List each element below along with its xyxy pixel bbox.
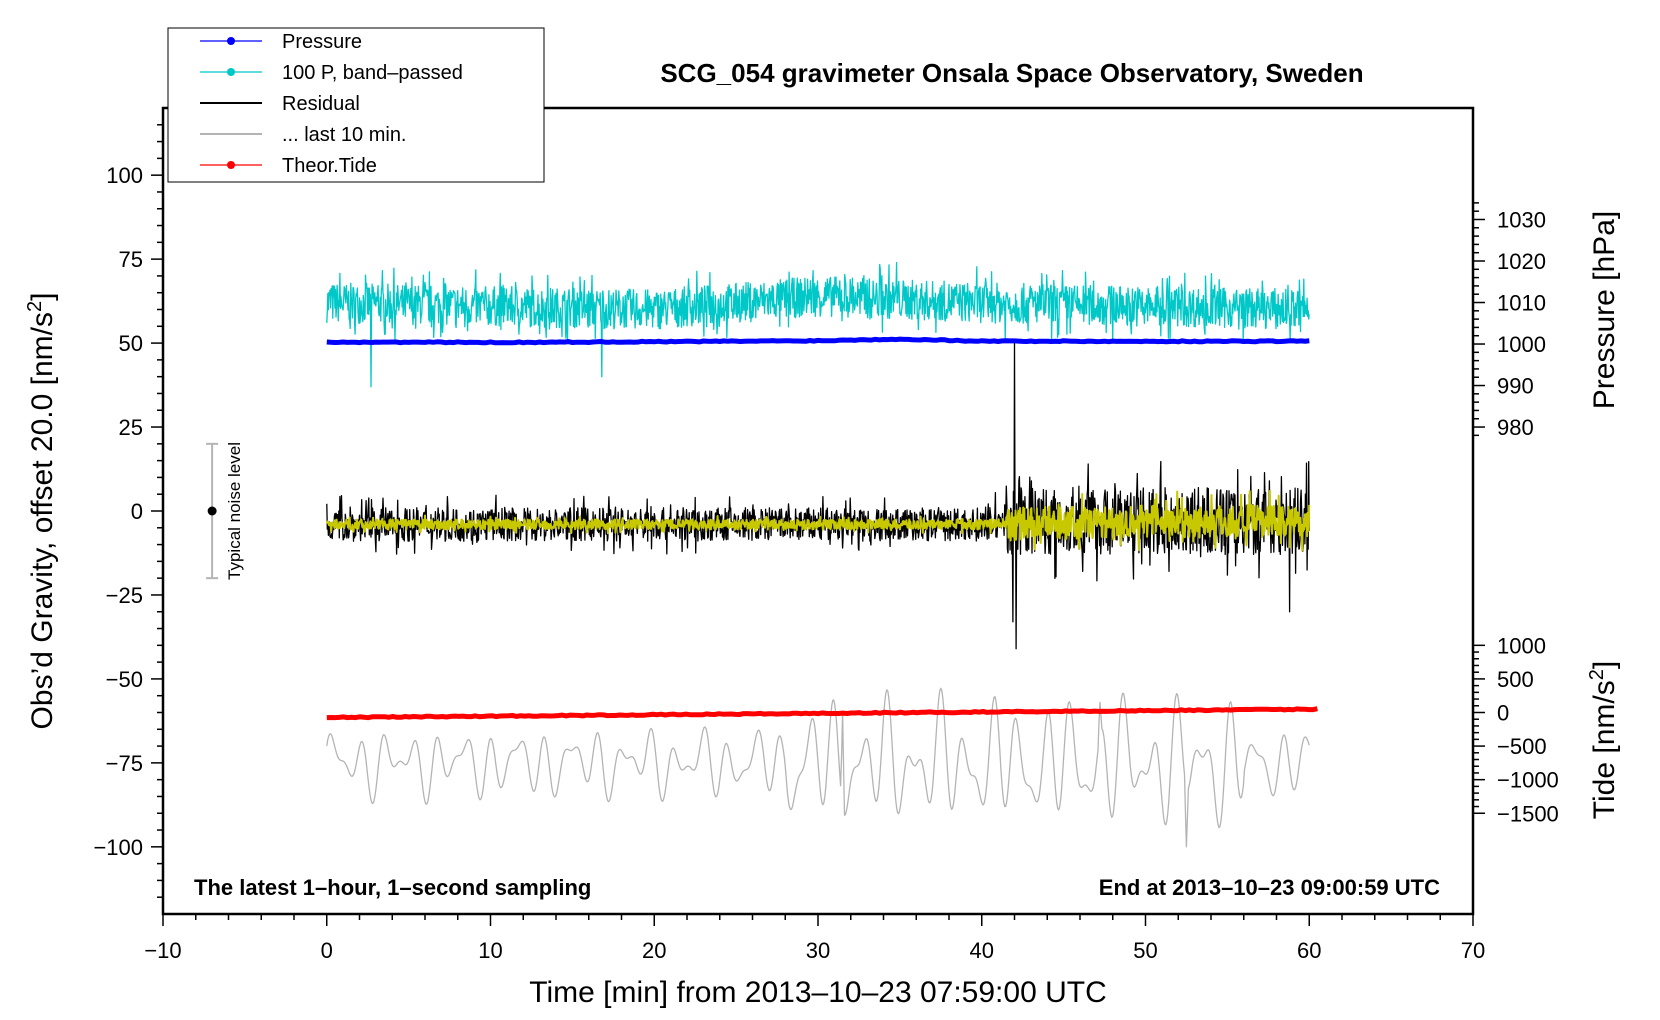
x-tick-label: 30 [806,938,830,963]
y-tick-label: −50 [106,667,143,692]
pressure-tick-label: 990 [1497,373,1534,398]
y-axis-title-tide: Tide [nm/s2] [1586,661,1621,819]
annotation-end-time: End at 2013–10–23 09:00:59 UTC [1099,875,1440,900]
tide-tick-label: −500 [1497,734,1547,759]
x-tick-label: 60 [1297,938,1321,963]
y-tick-label: −75 [106,751,143,776]
legend-swatch-marker [227,37,235,45]
noise-level-indicator [206,442,219,580]
series-line-last-10-min [326,687,1310,848]
x-tick-label: 50 [1133,938,1157,963]
legend: Pressure 100 P, band–passed Residual ... la… [167,27,545,183]
pressure-tick-label: 1000 [1497,332,1546,357]
y-axis-left: −100 −75 −50 −25 0 25 50 75 100 [93,124,163,898]
y-tick-label: 75 [119,247,143,272]
series-layer [325,261,1318,848]
tide-tick-label: −1500 [1497,801,1559,826]
series-line-theor-tide [326,706,1318,721]
pressure-tick-label: 1010 [1497,290,1546,315]
chart-title: SCG_054 gravimeter Onsala Space Observat… [660,58,1363,88]
legend-swatch-marker [227,161,235,169]
x-axis: −10 0 10 20 30 40 50 60 70 [144,914,1485,963]
x-tick-label: −10 [144,938,181,963]
tide-tick-label: 1000 [1497,633,1546,658]
tide-tick-label: 500 [1497,667,1534,692]
y-tick-label: 0 [131,499,143,524]
y-axis-title-left: Obs’d Gravity, offset 20.0 [nm/s2] [24,293,59,730]
y-tick-label: 25 [119,415,143,440]
x-tick-label: 70 [1461,938,1485,963]
annotation-sampling: The latest 1–hour, 1–second sampling [194,875,591,900]
x-tick-label: 20 [642,938,666,963]
legend-label: Theor.Tide [282,155,377,177]
y-axis-title-left-sup: 2 [24,301,46,312]
y-axis-title-tide-sup: 2 [1586,669,1608,680]
legend-label: Residual [282,93,360,115]
y-tick-label: −100 [93,835,143,860]
y-axis-title-left-text: Obs’d Gravity, offset 20.0 [nm/s [26,312,59,729]
x-tick-label: 40 [970,938,994,963]
x-tick-label: 0 [321,938,333,963]
y-axis-title-left-close: ] [26,293,59,301]
legend-label: ... last 10 min. [282,124,407,146]
y-axis-title-tide-text: Tide [nm/s [1588,680,1621,819]
legend-swatch-marker [227,68,235,76]
y-axis-pressure: 980 990 1000 1010 1020 1030 [1473,202,1546,440]
y-axis-title-tide-close: ] [1588,661,1621,669]
legend-box [167,27,545,183]
noise-level-label: Typical noise level [225,442,244,580]
y-tick-label: −25 [106,583,143,608]
series-line-pressure [326,336,1310,346]
pressure-tick-label: 1020 [1497,249,1546,274]
noise-bar-center-dot [207,506,217,516]
x-tick-label: 10 [478,938,502,963]
legend-label: 100 P, band–passed [282,62,463,84]
series-line-residual-smoothed [325,490,1311,552]
tide-tick-label: −1000 [1497,768,1559,793]
y-axis-tide: −1500 −1000 −500 0 500 1000 [1473,633,1559,826]
y-tick-label: 100 [106,163,143,188]
legend-label: Pressure [282,31,362,53]
x-axis-title: Time [min] from 2013–10–23 07:59:00 UTC [529,976,1107,1009]
tide-tick-label: 0 [1497,701,1509,726]
y-tick-label: 50 [119,331,143,356]
pressure-tick-label: 980 [1497,415,1534,440]
series-line-100-p-band-passed [326,261,1310,388]
y-axis-title-pressure: Pressure [hPa] [1588,211,1621,409]
pressure-tick-label: 1030 [1497,207,1546,232]
